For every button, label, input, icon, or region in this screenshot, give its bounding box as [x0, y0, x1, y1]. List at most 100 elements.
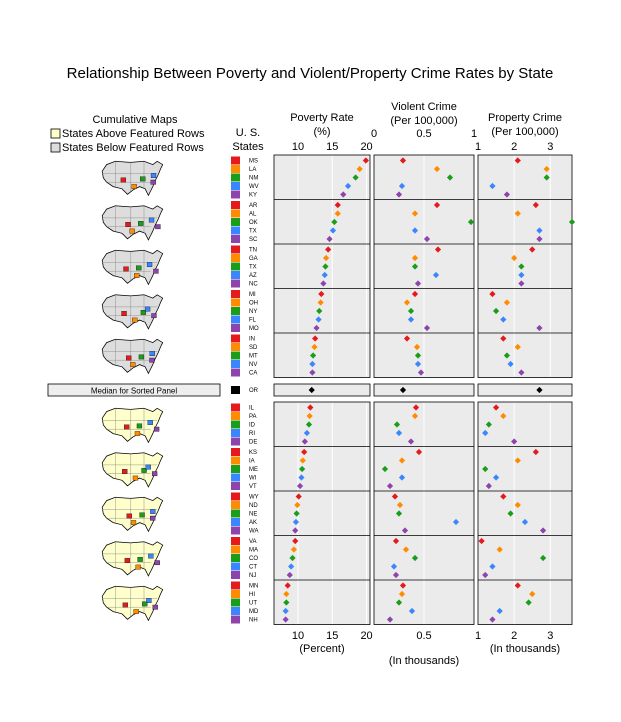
state-label: NH	[249, 618, 258, 624]
poverty-point-SC	[326, 235, 333, 243]
property-point-SC	[536, 235, 543, 243]
highlighted-state	[134, 273, 140, 278]
state-color-swatch	[231, 360, 240, 368]
violent-point-IL	[412, 404, 420, 411]
poverty-point-NH	[282, 616, 289, 623]
group-3: TN GA TX AZ NC	[231, 245, 536, 288]
state-color-swatch	[231, 226, 240, 235]
us-outline	[101, 160, 164, 197]
group-4: MI OH NY FL MO	[231, 290, 543, 332]
state-color-swatch	[231, 581, 240, 590]
property-point-WV	[489, 182, 496, 190]
violent-point-LA	[433, 165, 441, 173]
property-point-AK	[521, 518, 529, 526]
state-borders	[102, 541, 158, 572]
cumulative-map-4	[101, 294, 164, 330]
us-outline	[101, 294, 164, 330]
violent-panel-frame	[373, 401, 475, 625]
chart-title: Relationship Between Poverty and Violent…	[67, 65, 554, 82]
highlighted-state	[148, 553, 154, 559]
state-borders	[102, 452, 158, 483]
poverty-point-PA	[306, 412, 313, 420]
us-outline	[101, 407, 164, 444]
violent-xlabel: (In thousands)	[389, 655, 459, 667]
highlighted-state	[155, 224, 161, 230]
highlighted-state	[150, 179, 156, 185]
property-top-tick-label: 2	[511, 141, 517, 153]
legend-swatch-above	[50, 128, 61, 139]
state-color-swatch	[231, 190, 240, 199]
violent-point-PA	[411, 412, 419, 420]
property-median-point	[536, 386, 543, 394]
property-point-HI	[529, 590, 536, 598]
property-point-IA	[514, 457, 521, 464]
property-point-CT	[489, 563, 496, 570]
group-6: IL PA ID RI DE	[231, 403, 518, 446]
property-point-MO	[536, 324, 543, 332]
state-label: PA	[249, 414, 257, 420]
poverty-point-VA	[292, 537, 299, 545]
poverty-point-IN	[312, 335, 319, 342]
state-color-swatch	[231, 279, 240, 288]
panel-poverty: Poverty Rate (%) 10 15 20 10 15 20 (Percent)	[273, 112, 373, 655]
property-point-MD	[496, 607, 503, 615]
state-color-swatch	[231, 254, 240, 262]
state-label: TX	[249, 265, 257, 271]
highlighted-state	[140, 310, 147, 315]
poverty-point-AR	[334, 201, 341, 209]
poverty-point-AZ	[321, 271, 328, 279]
highlighted-state	[132, 317, 138, 323]
violent-point-CO	[411, 554, 419, 562]
highlighted-state	[126, 513, 132, 519]
highlighted-state	[153, 426, 160, 432]
highlighted-state	[136, 423, 143, 429]
highlighted-state	[123, 266, 129, 272]
highlighted-state	[138, 221, 144, 226]
poverty-point-RI	[303, 429, 311, 437]
violent-point-OK	[467, 218, 475, 226]
violent-top-tick-label: 0	[371, 128, 377, 140]
group-5: IN SD MT NV CA	[231, 334, 525, 377]
violent-point-TN	[434, 246, 442, 253]
group-9: VA MA CO CT NJ	[231, 537, 547, 579]
highlighted-state	[149, 357, 155, 363]
state-color-swatch	[231, 343, 240, 351]
group-8: WY ND NE AK WA	[231, 492, 547, 535]
violent-point-VA	[392, 537, 400, 545]
state-label: GA	[249, 256, 258, 262]
violent-point-MI	[411, 290, 419, 298]
violent-point-RI	[395, 429, 403, 437]
state-color-swatch	[231, 456, 240, 465]
us-outline	[101, 585, 164, 622]
property-point-TX	[518, 263, 525, 270]
state-color-swatch	[231, 351, 240, 360]
cumulative-map-8	[101, 496, 164, 533]
state-color-swatch	[231, 437, 240, 446]
group-1: MS LA NM WV KY	[231, 156, 550, 199]
poverty-point-KS	[301, 448, 308, 456]
violent-point-ME	[381, 465, 389, 473]
highlighted-state	[153, 268, 159, 274]
state-label: CA	[249, 371, 257, 377]
state-label: NC	[249, 282, 258, 288]
poverty-point-SD	[311, 343, 318, 351]
property-xlabel: (In thousands)	[490, 643, 560, 655]
highlighted-state	[124, 558, 130, 563]
poverty-point-MD	[282, 607, 289, 615]
median-color-swatch	[231, 386, 240, 394]
property-top-tick-label: 3	[547, 141, 553, 153]
property-title-line-2: (Per 100,000)	[491, 126, 558, 138]
state-label: MN	[249, 584, 258, 590]
poverty-point-HI	[283, 590, 290, 598]
violent-point-OH	[403, 299, 411, 306]
violent-point-IA	[398, 457, 406, 464]
state-color-swatch	[231, 315, 240, 324]
highlighted-state	[142, 601, 148, 607]
poverty-top-tick-label: 15	[326, 141, 338, 153]
highlighted-state	[148, 217, 155, 223]
us-outline	[101, 205, 164, 241]
property-panel-bg	[478, 155, 572, 378]
violent-point-AR	[433, 201, 441, 209]
poverty-panel-bg	[274, 155, 370, 378]
property-title-line-1: Property Crime	[488, 112, 562, 124]
